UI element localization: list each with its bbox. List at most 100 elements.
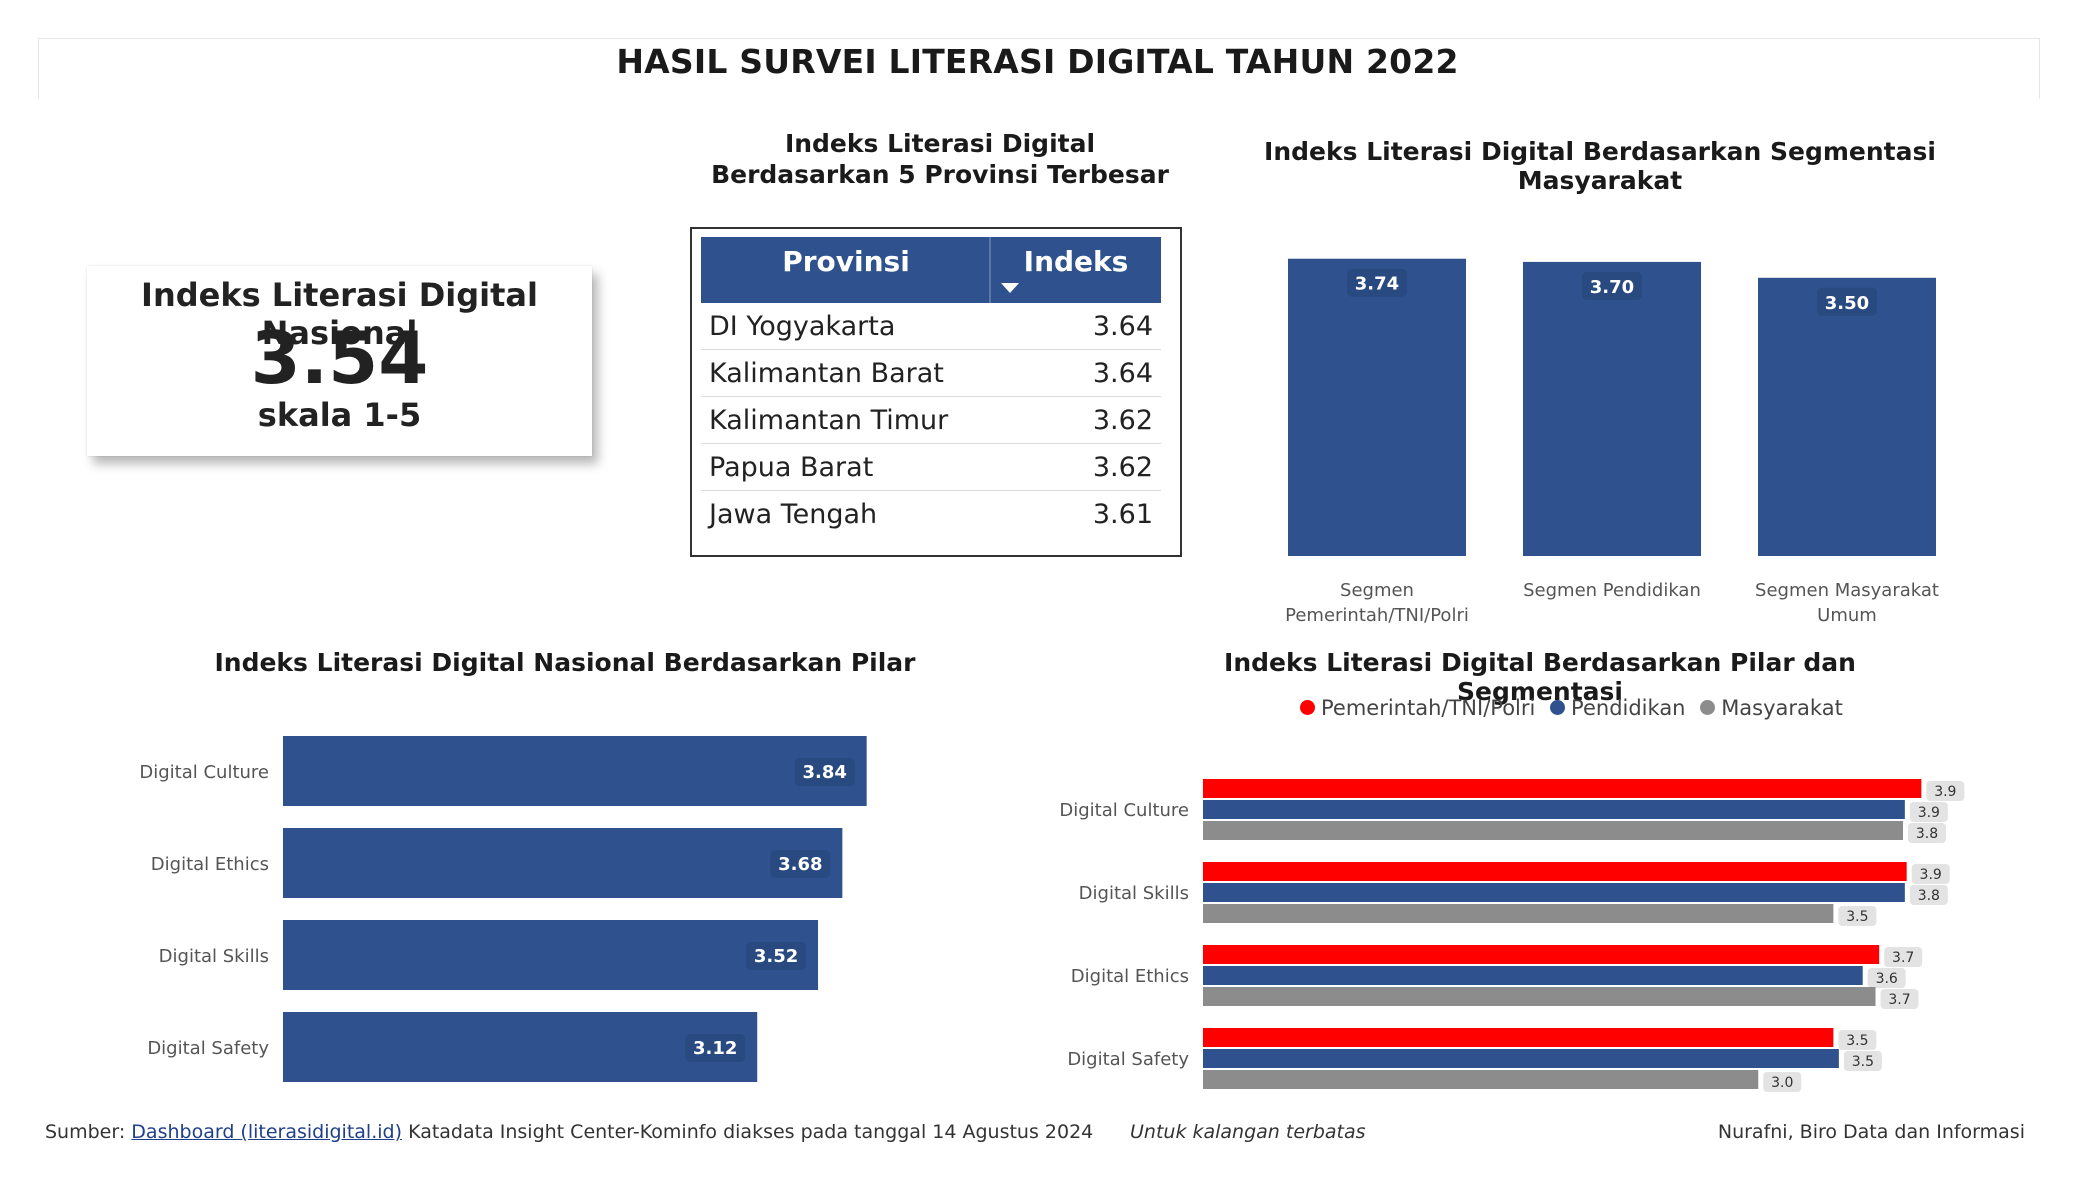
category-label: Segmen bbox=[1340, 580, 1414, 601]
province-name: DI Yogyakarta bbox=[709, 311, 896, 342]
pillar-segment-chart-title: Indeks Literasi Digital Berdasarkan Pila… bbox=[1224, 648, 1856, 706]
category-label: Digital Skills bbox=[1079, 883, 1189, 904]
data-label: 3.8 bbox=[1916, 826, 1938, 842]
series-bar bbox=[1203, 966, 1863, 985]
category-label: Umum bbox=[1817, 605, 1877, 626]
chart-legend: Pemerintah/TNI/Polri Pendidikan Masyarak… bbox=[1300, 696, 1851, 726]
pillar-bar bbox=[283, 1012, 758, 1082]
pillar-bar bbox=[283, 828, 843, 898]
province-index: 3.64 bbox=[1092, 311, 1153, 342]
pillar-chart-title: Indeks Literasi Digital Nasional Berdasa… bbox=[214, 648, 916, 677]
source-link[interactable]: Dashboard (literasidigital.id) bbox=[131, 1121, 403, 1143]
province-name: Kalimantan Barat bbox=[709, 358, 944, 389]
data-label: 3.9 bbox=[1934, 784, 1956, 800]
legend-item-public[interactable]: Masyarakat bbox=[1700, 696, 1843, 720]
kpi-label: Indeks Literasi Digital Nasional bbox=[141, 276, 538, 352]
author-note: Nurafni, Biro Data dan Informasi bbox=[1717, 1121, 2025, 1143]
series-bar bbox=[1203, 1028, 1834, 1047]
segment-chart-title: Indeks Literasi Digital Berdasarkan Segm… bbox=[1264, 137, 1936, 195]
province-index: 3.61 bbox=[1092, 499, 1153, 530]
province-index: 3.62 bbox=[1092, 452, 1153, 483]
data-label: 3.7 bbox=[1892, 950, 1914, 966]
data-label: 3.84 bbox=[802, 762, 846, 783]
data-label-bg bbox=[1909, 885, 1948, 905]
column-header-index[interactable]: Indeks bbox=[1023, 245, 1129, 278]
pillar-bar bbox=[283, 920, 819, 990]
kpi-value: 3.54 bbox=[250, 316, 429, 400]
province-title-line1: Indeks Literasi Digital bbox=[784, 129, 1096, 158]
category-label: Digital Safety bbox=[147, 1038, 269, 1059]
data-label: 3.52 bbox=[754, 946, 798, 967]
data-label-bg bbox=[794, 758, 855, 786]
series-bar bbox=[1203, 945, 1880, 964]
data-label-bg bbox=[1909, 802, 1948, 822]
pillar-chart: Digital Culture 3.84 Digital Ethics 3.68 Dig… bbox=[139, 736, 867, 1082]
legend-dot-icon bbox=[1550, 699, 1566, 715]
data-label-bg bbox=[1763, 1072, 1802, 1092]
table-row: Jawa Tengah 3.61 bbox=[701, 491, 1161, 537]
province-name: Papua Barat bbox=[709, 452, 874, 483]
data-label-bg bbox=[1911, 864, 1950, 884]
province-table: Provinsi Indeks DI Yogyakarta 3.64 Kalim… bbox=[690, 227, 1182, 557]
segment-bar bbox=[1288, 258, 1466, 556]
data-label: 3.7 bbox=[1888, 992, 1910, 1008]
data-label-bg bbox=[1838, 1030, 1877, 1050]
data-label-bg bbox=[1817, 287, 1877, 316]
national-index-card: Indeks Literasi Digital Nasional 3.54 sk… bbox=[87, 266, 592, 456]
category-label: Digital Culture bbox=[1059, 800, 1189, 821]
data-label: 3.74 bbox=[1355, 274, 1399, 295]
segment-bar bbox=[1758, 277, 1936, 556]
legend-label: Pemerintah/TNI/Polri bbox=[1321, 696, 1536, 720]
category-label: Digital Safety bbox=[1067, 1049, 1189, 1070]
data-label-bg bbox=[770, 850, 831, 878]
legend-label: Pendidikan bbox=[1571, 696, 1686, 720]
legend-item-government[interactable]: Pemerintah/TNI/Polri bbox=[1300, 696, 1535, 720]
category-label: Segmen Masyarakat bbox=[1755, 580, 1939, 601]
data-label: 3.12 bbox=[693, 1038, 737, 1059]
source-prefix: Sumber: bbox=[45, 1121, 126, 1143]
source-note: Sumber: Dashboard (literasidigital.id) K… bbox=[45, 1121, 1093, 1143]
series-bar bbox=[1203, 779, 1922, 798]
data-label: 3.68 bbox=[778, 854, 822, 875]
legend-label: Masyarakat bbox=[1721, 696, 1843, 720]
table-row: Papua Barat 3.62 bbox=[701, 444, 1161, 491]
data-label-bg bbox=[1908, 823, 1947, 843]
category-label: Segmen Pendidikan bbox=[1523, 580, 1701, 601]
province-index: 3.62 bbox=[1092, 405, 1153, 436]
series-bar bbox=[1203, 883, 1905, 902]
data-label-bg bbox=[1926, 781, 1965, 801]
series-bar bbox=[1203, 800, 1905, 819]
province-index: 3.64 bbox=[1092, 358, 1153, 389]
table-row: DI Yogyakarta 3.64 bbox=[701, 303, 1161, 350]
segment-chart: 3.74 Segmen Pemerintah/TNI/Polri 3.70 Segmen… bbox=[1285, 258, 1939, 626]
series-bar bbox=[1203, 862, 1907, 881]
data-label: 3.5 bbox=[1846, 909, 1868, 925]
segment-bar bbox=[1523, 261, 1701, 556]
data-label-bg bbox=[1880, 989, 1919, 1009]
data-label: 3.5 bbox=[1852, 1054, 1874, 1070]
category-label: Digital Ethics bbox=[151, 854, 269, 875]
province-name: Kalimantan Timur bbox=[709, 405, 949, 436]
data-label-bg bbox=[1582, 271, 1642, 300]
legend-item-education[interactable]: Pendidikan bbox=[1550, 696, 1686, 720]
province-name: Jawa Tengah bbox=[709, 499, 878, 530]
series-bar bbox=[1203, 1070, 1759, 1089]
data-label-bg bbox=[746, 942, 807, 970]
series-bar bbox=[1203, 1049, 1839, 1068]
pillar-bar bbox=[283, 736, 867, 806]
header-separator bbox=[989, 237, 991, 303]
table-row: Kalimantan Barat 3.64 bbox=[701, 350, 1161, 397]
category-label: Digital Culture bbox=[139, 762, 269, 783]
data-label: 3.5 bbox=[1846, 1033, 1868, 1049]
data-label: 3.8 bbox=[1918, 888, 1940, 904]
data-label: 3.9 bbox=[1920, 867, 1942, 883]
column-header-province[interactable]: Provinsi bbox=[782, 245, 910, 278]
page-title: HASIL SURVEI LITERASI DIGITAL TAHUN 2022 bbox=[616, 42, 1459, 81]
data-label-bg bbox=[1843, 1051, 1882, 1071]
data-label: 3.9 bbox=[1918, 805, 1940, 821]
table-row: Kalimantan Timur 3.62 bbox=[701, 397, 1161, 444]
sort-descending-icon[interactable] bbox=[1001, 283, 1019, 293]
source-suffix: Katadata Insight Center-Kominfo diakses … bbox=[408, 1121, 1094, 1143]
series-bar bbox=[1203, 821, 1904, 840]
title-frame bbox=[38, 38, 2040, 99]
